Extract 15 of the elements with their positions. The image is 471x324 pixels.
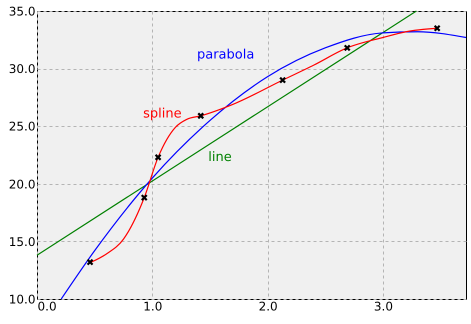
line-series <box>90 28 438 263</box>
line-series <box>60 31 467 300</box>
series-label: spline <box>143 106 182 122</box>
series-label: parabola <box>196 48 254 63</box>
y-tick-label: 35.0 <box>8 4 36 18</box>
y-tick-label: 10.0 <box>8 292 36 306</box>
y-tick-label: 15.0 <box>8 234 36 249</box>
x-tick-label: 3.0 <box>374 300 394 314</box>
x-tick-label: 0.0 <box>38 300 57 314</box>
x-tick-label: 1.0 <box>143 300 162 314</box>
y-tick-label: 25.0 <box>8 120 36 134</box>
x-tick-label: 2.0 <box>258 300 278 314</box>
y-tick-label: 30.0 <box>8 62 36 76</box>
series-label: line <box>208 150 232 166</box>
y-tick-label: 20.0 <box>8 177 36 192</box>
